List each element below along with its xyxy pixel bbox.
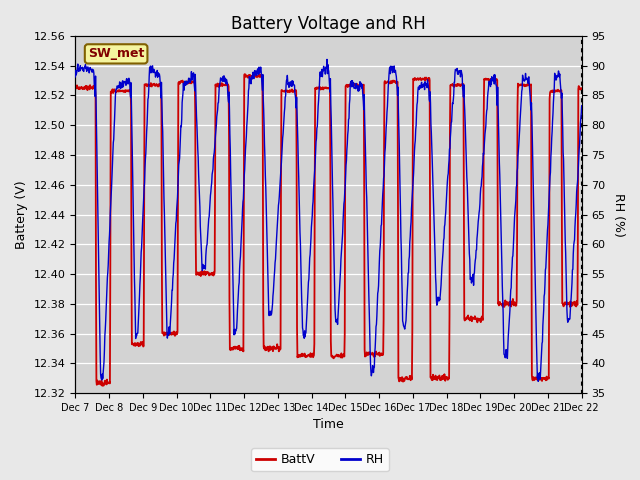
Legend: BattV, RH: BattV, RH: [251, 448, 389, 471]
Title: Battery Voltage and RH: Battery Voltage and RH: [231, 15, 426, 33]
Y-axis label: RH (%): RH (%): [612, 192, 625, 237]
Y-axis label: Battery (V): Battery (V): [15, 180, 28, 249]
X-axis label: Time: Time: [313, 419, 344, 432]
Text: SW_met: SW_met: [88, 48, 144, 60]
